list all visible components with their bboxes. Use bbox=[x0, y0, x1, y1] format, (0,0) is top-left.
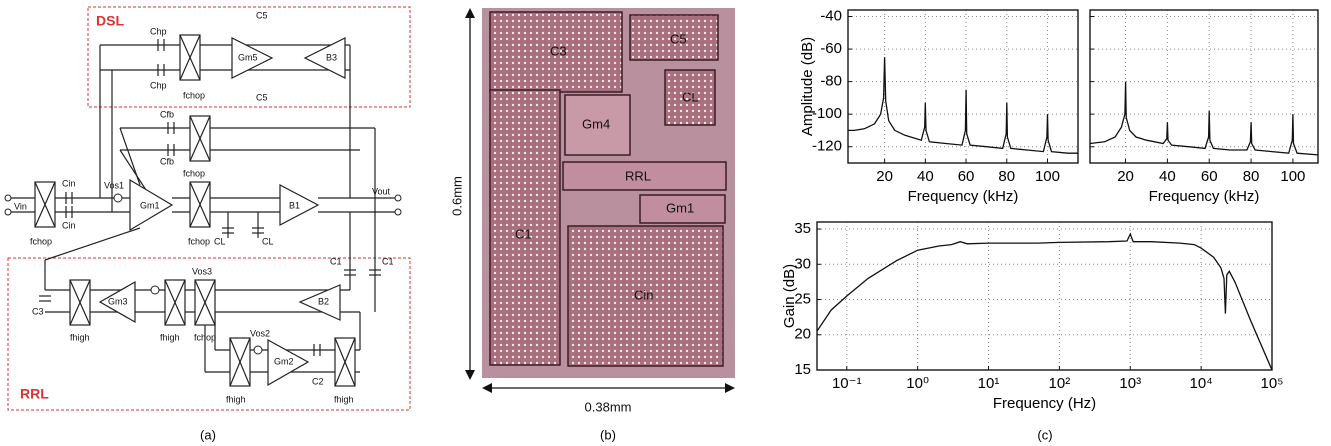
y-tick-label: -120 bbox=[812, 138, 842, 155]
x-tick-label: 10⁻¹ bbox=[832, 375, 862, 392]
label: fhigh bbox=[160, 332, 180, 342]
label: fchop bbox=[194, 332, 216, 342]
y-tick-label: 35 bbox=[794, 220, 811, 237]
label: fchop bbox=[183, 168, 205, 178]
label: C2 bbox=[312, 376, 324, 386]
plot-frame bbox=[817, 222, 1272, 370]
label: fhigh bbox=[70, 332, 90, 342]
block-label: CL bbox=[682, 89, 699, 104]
x-tick-label: 10² bbox=[1049, 375, 1071, 392]
block-label: C3 bbox=[550, 43, 567, 58]
block-label: RRL bbox=[625, 168, 651, 183]
x-tick-label: 20 bbox=[876, 168, 893, 185]
x-tick-label: 80 bbox=[998, 168, 1015, 185]
dimension: 0.38mm bbox=[585, 399, 632, 414]
x-axis-label: Frequency (Hz) bbox=[993, 395, 1096, 412]
label: Vos2 bbox=[250, 328, 270, 338]
label: Gm2 bbox=[274, 356, 294, 366]
x-tick-label: 60 bbox=[958, 168, 975, 185]
label: Gm5 bbox=[238, 52, 258, 62]
label: B3 bbox=[326, 52, 337, 62]
loop-label: RRL bbox=[20, 386, 49, 402]
label: Vos3 bbox=[192, 266, 212, 276]
x-tick-label: 100 bbox=[1035, 168, 1060, 185]
figure: DSL RRL bbox=[0, 0, 1331, 446]
caption: (b) bbox=[600, 427, 616, 442]
x-tick-label: 40 bbox=[917, 168, 934, 185]
schematic: DSL RRL bbox=[5, 7, 410, 410]
label: CL bbox=[214, 236, 226, 246]
x-axis-label: Frequency (kHz) bbox=[1149, 188, 1260, 205]
label: Cfb bbox=[160, 109, 174, 119]
x-tick-label: 40 bbox=[1159, 168, 1176, 185]
label: B2 bbox=[318, 296, 329, 306]
label: C3 bbox=[32, 306, 44, 316]
loop-label: DSL bbox=[96, 13, 124, 29]
label: Vin bbox=[14, 201, 27, 211]
caption: (c) bbox=[1037, 427, 1052, 442]
x-tick-label: 80 bbox=[1243, 168, 1260, 185]
y-axis-label: Gain (dB) bbox=[781, 264, 798, 328]
y-tick-label: 15 bbox=[794, 361, 811, 378]
caption: (a) bbox=[200, 427, 216, 442]
label: Cin bbox=[62, 220, 76, 230]
label: C5 bbox=[256, 10, 268, 20]
label: fchop bbox=[188, 236, 210, 246]
label: fhigh bbox=[226, 394, 246, 404]
y-tick-label: -100 bbox=[812, 105, 842, 122]
label: Gm3 bbox=[108, 296, 128, 306]
label: C1 bbox=[382, 256, 394, 266]
x-tick-label: 10⁰ bbox=[906, 375, 929, 392]
label: C5 bbox=[256, 92, 268, 102]
label: B1 bbox=[289, 200, 300, 210]
block-label: Gm4 bbox=[582, 116, 610, 131]
x-tick-label: 100 bbox=[1280, 168, 1305, 185]
label: Chp bbox=[150, 26, 167, 36]
label: Cin bbox=[62, 178, 76, 188]
label: C1 bbox=[330, 256, 342, 266]
y-tick-label: -40 bbox=[820, 7, 842, 24]
dimension: 0.6mm bbox=[449, 176, 464, 216]
label: Chp bbox=[150, 80, 167, 90]
x-tick-label: 10¹ bbox=[978, 375, 1000, 392]
block-label: C1 bbox=[515, 226, 532, 241]
block-label: Gm1 bbox=[666, 200, 694, 215]
label: Vout bbox=[372, 186, 391, 196]
label: Vos1 bbox=[104, 180, 124, 190]
block-label: Cin bbox=[634, 287, 654, 302]
label: fchop bbox=[183, 90, 205, 100]
x-axis-label: Frequency (kHz) bbox=[908, 188, 1019, 205]
plot-frame bbox=[1090, 10, 1318, 163]
die-photo: C3 C5 CL Gm4 RRL Gm1 C1 Cin 0.6mm 0.38mm bbox=[449, 8, 735, 414]
y-tick-label: -80 bbox=[820, 73, 842, 90]
x-tick-label: 10³ bbox=[1119, 375, 1141, 392]
x-tick-label: 60 bbox=[1201, 168, 1218, 185]
label: Cfb bbox=[160, 156, 174, 166]
block-label: C5 bbox=[670, 31, 687, 46]
label: Gm1 bbox=[140, 200, 160, 210]
x-tick-label: 10⁵ bbox=[1261, 375, 1284, 392]
label: fchop bbox=[30, 236, 52, 246]
x-tick-label: 10⁴ bbox=[1190, 375, 1213, 392]
label: fhigh bbox=[334, 394, 354, 404]
x-tick-label: 20 bbox=[1117, 168, 1134, 185]
label: CL bbox=[262, 236, 274, 246]
y-tick-label: -60 bbox=[820, 40, 842, 57]
y-axis-label: Amplitude (dB) bbox=[799, 37, 816, 136]
